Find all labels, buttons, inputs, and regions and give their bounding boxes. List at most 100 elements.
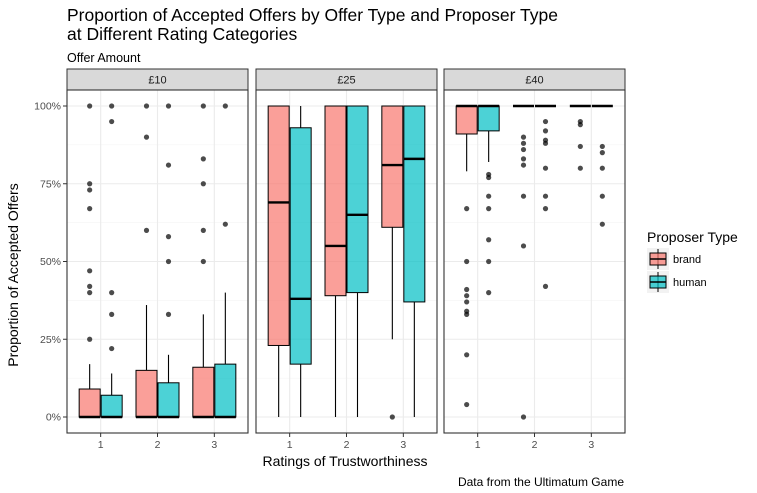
chart-title-line-2: at Different Rating Categories bbox=[67, 24, 297, 44]
box-human bbox=[289, 106, 312, 417]
box-iqr bbox=[157, 382, 180, 418]
outlier-point bbox=[87, 336, 93, 342]
box-iqr bbox=[78, 388, 101, 418]
box-iqr bbox=[135, 369, 158, 418]
outlier-point bbox=[87, 290, 93, 296]
outlier-point bbox=[542, 128, 549, 134]
legend-label-human: human bbox=[673, 277, 707, 289]
outlier-point bbox=[577, 143, 583, 150]
box-iqr bbox=[381, 105, 404, 228]
outlier-point bbox=[109, 103, 115, 109]
outlier-point bbox=[520, 414, 527, 420]
box-human bbox=[403, 105, 426, 417]
outlier-point bbox=[109, 118, 115, 125]
box-brand bbox=[324, 105, 347, 417]
box-iqr bbox=[477, 105, 500, 132]
facet-strip-label: £10 bbox=[148, 75, 166, 87]
x-tick-label: 3 bbox=[211, 439, 217, 451]
box-human bbox=[214, 103, 237, 419]
outlier-point bbox=[464, 258, 470, 265]
outlier-point bbox=[486, 171, 492, 178]
x-tick-label: 1 bbox=[98, 439, 104, 451]
y-tick-label: 50% bbox=[40, 256, 61, 268]
outlier-point bbox=[577, 165, 583, 171]
box-iqr bbox=[455, 105, 478, 135]
outlier-point bbox=[464, 206, 470, 212]
chart-title-line-1: Proportion of Accepted Offers by Offer T… bbox=[67, 5, 558, 25]
x-tick-label: 1 bbox=[475, 439, 481, 451]
outlier-point bbox=[165, 258, 172, 265]
outlier-point bbox=[599, 165, 605, 171]
outlier-point bbox=[599, 193, 605, 199]
outlier-point bbox=[486, 237, 492, 243]
outlier-point bbox=[542, 118, 549, 125]
y-tick-label: 100% bbox=[34, 101, 61, 113]
box-brand bbox=[381, 105, 404, 420]
outlier-point bbox=[542, 165, 549, 171]
outlier-point bbox=[520, 156, 527, 162]
box-brand bbox=[135, 103, 158, 419]
outlier-point bbox=[109, 311, 115, 317]
outlier-point bbox=[464, 401, 470, 408]
box-iqr bbox=[100, 394, 123, 418]
y-tick-label: 25% bbox=[40, 334, 61, 346]
box-human bbox=[591, 104, 613, 227]
box-iqr bbox=[324, 105, 347, 297]
box-brand bbox=[267, 105, 290, 417]
facet-panels: £10 1 2 3 £25 1 2 3 £40 1 2 3 bbox=[66, 68, 626, 451]
box-human bbox=[346, 105, 369, 417]
box-brand bbox=[192, 103, 215, 419]
outlier-point bbox=[200, 156, 206, 162]
box-iqr bbox=[346, 105, 369, 294]
outlier-point bbox=[520, 243, 527, 249]
outlier-point bbox=[599, 221, 605, 227]
legend-key-brand bbox=[647, 248, 669, 270]
x-tick-label: 2 bbox=[344, 439, 350, 451]
outlier-point bbox=[143, 227, 150, 233]
chart-caption: Data from the Ultimatum Game bbox=[458, 475, 624, 489]
chart-subtitle: Offer Amount bbox=[67, 51, 141, 65]
outlier-point bbox=[486, 290, 492, 296]
box-iqr bbox=[289, 127, 312, 365]
outlier-point bbox=[464, 352, 470, 358]
x-tick-label: 3 bbox=[400, 439, 406, 451]
outlier-point bbox=[486, 206, 492, 212]
box-brand bbox=[569, 104, 591, 171]
outlier-point bbox=[222, 221, 228, 227]
y-axis: 0% 25% 50% 75% 100% bbox=[34, 101, 67, 424]
outlier-point bbox=[87, 187, 93, 193]
outlier-point bbox=[520, 162, 527, 168]
x-axis-title: Ratings of Trustworthiness bbox=[263, 453, 428, 469]
outlier-point bbox=[542, 283, 549, 289]
outlier-point bbox=[464, 286, 470, 293]
facet-panel: £40 1 2 3 bbox=[443, 68, 626, 451]
y-tick-label: 0% bbox=[46, 412, 61, 424]
facet-strip-label: £40 bbox=[525, 75, 543, 87]
x-tick-label: 2 bbox=[155, 439, 161, 451]
outlier-point bbox=[542, 206, 549, 212]
box-human bbox=[100, 103, 123, 419]
outlier-point bbox=[486, 258, 492, 265]
outlier-point bbox=[165, 103, 172, 109]
y-axis-title: Proportion of Accepted Offers bbox=[5, 183, 21, 366]
box-iqr bbox=[192, 366, 215, 418]
outlier-point bbox=[200, 103, 206, 109]
outlier-point bbox=[577, 118, 583, 125]
outlier-point bbox=[520, 146, 527, 153]
outlier-point bbox=[542, 137, 549, 143]
outlier-point bbox=[486, 193, 492, 199]
outlier-point bbox=[389, 414, 395, 420]
outlier-point bbox=[143, 134, 150, 140]
legend: Proposer Type brand human bbox=[647, 229, 738, 293]
outlier-point bbox=[165, 162, 172, 168]
box-brand bbox=[455, 104, 478, 408]
outlier-point bbox=[87, 283, 93, 289]
outlier-point bbox=[200, 258, 206, 265]
outlier-point bbox=[87, 181, 93, 187]
outlier-point bbox=[464, 299, 470, 305]
outlier-point bbox=[520, 134, 527, 140]
legend-key-human bbox=[647, 271, 669, 293]
outlier-point bbox=[109, 290, 115, 296]
outlier-point bbox=[200, 181, 206, 187]
